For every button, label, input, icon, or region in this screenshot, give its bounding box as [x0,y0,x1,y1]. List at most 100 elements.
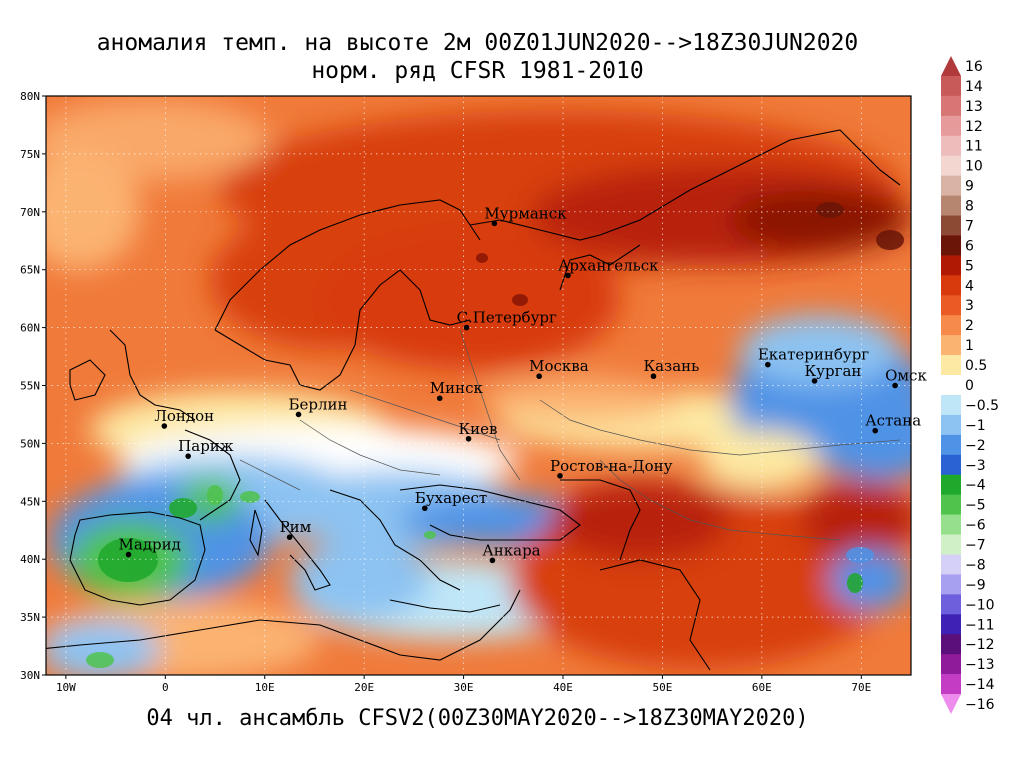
colorbar-label: 7 [965,218,974,234]
lon-tick-label: 20E [354,681,374,694]
city-marker [463,324,470,331]
colorbar-swatch [941,394,961,416]
lat-tick-label: 55N [20,380,40,393]
colorbar-swatch [941,434,961,456]
city-label: Лондон [154,407,214,425]
colorbar-swatch [941,195,961,216]
colorbar-label: 6 [965,238,974,254]
lat-tick-label: 35N [20,611,40,624]
colorbar-swatch [941,335,961,356]
chart-subtitle: норм. ряд CFSR 1981-2010 [311,58,644,84]
city-marker [565,272,571,279]
city-marker [489,557,496,564]
city-marker [465,435,472,442]
grid-lines [46,96,911,675]
lat-tick-label: 30N [20,669,40,682]
colorbar-swatch [941,355,961,376]
city-label: Бухарест [415,489,487,507]
colorbar-label: 13 [965,99,983,115]
city-marker [557,473,563,479]
colorbar-swatch [941,674,961,695]
city-marker [811,378,818,384]
lat-tick-label: 60N [20,322,40,335]
colorbar-label: 1 [965,338,974,354]
city-label: Париж [178,437,234,455]
city-marker [872,427,879,434]
city-label: Курган [805,362,862,380]
colorbar: 16 14 13 12 11 10 9 8 7 6 5 4 3 2 1 0.5 0 −0.5 −1 −2 −3 −4 −5 −… [941,56,999,714]
city-label: Минск [430,379,484,397]
city-label: Рим [280,518,312,536]
colorbar-label: 10 [965,159,983,175]
colorbar-label: −12 [965,637,995,653]
colorbar-label: 0 [965,378,974,394]
city-label: Киев [459,420,498,438]
colorbar-swatch [941,235,961,256]
colorbar-swatch [941,255,961,276]
colorbar-label: −3 [965,458,986,474]
colorbar-bottom-arrow [941,694,961,714]
colorbar-label: −0.5 [965,398,999,414]
colorbar-swatch [941,594,961,615]
colorbar-swatch [941,215,961,236]
city-marker [185,453,191,459]
city-marker [125,551,132,558]
colorbar-label: 4 [965,278,974,294]
colorbar-swatch [941,494,961,515]
colorbar-label: 8 [965,199,974,215]
city-marker [436,395,443,402]
axis-ticks [42,95,862,679]
colorbar-label: −1 [965,418,986,434]
colorbar-label: −4 [965,478,986,494]
city-label: Екатеринбург [758,346,869,364]
colorbar-label: −2 [965,438,986,454]
colorbar-label: 0.5 [965,358,987,374]
colorbar-swatch [941,534,961,555]
colorbar-label: −6 [965,518,986,534]
colorbar-swatch [941,135,961,156]
lat-tick-label: 40N [20,553,40,566]
lon-tick-label: 30E [454,681,474,694]
city-label: С.Петербург [457,309,557,327]
lat-tick-label: 45N [20,495,40,508]
city-label: Москва [529,357,589,375]
latitude-labels: 80N 75N 70N 65N 60N 55N 50N 45N 40N 35N 30N [20,90,40,682]
lat-tick-label: 80N [20,90,40,103]
city-label: Мадрид [119,536,181,554]
colorbar-label: 2 [965,318,974,334]
city-label: Астана [865,412,921,430]
colorbar-label: −11 [965,617,995,633]
colorbar-label: 16 [965,59,983,75]
city-label: Мурманск [484,204,567,222]
coastlines [46,129,901,671]
colorbar-swatch [941,275,961,296]
colorbar-swatch [941,295,961,316]
lat-tick-label: 75N [20,148,40,161]
lon-tick-label: 0 [162,681,169,694]
colorbar-label: −14 [965,677,995,693]
colorbar-swatch [941,514,961,535]
lat-tick-label: 65N [20,264,40,277]
city-label: Омск [885,367,927,385]
city-label: Анкара [482,541,540,559]
colorbar-label: −10 [965,597,995,613]
city-marker [650,373,657,380]
lon-tick-label: 60E [752,681,772,694]
city-marker [892,382,898,389]
lon-tick-label: 10W [56,681,76,694]
colorbar-swatch [941,75,961,97]
colorbar-label: −5 [965,498,986,514]
colorbar-swatch [941,414,961,436]
colorbar-label: −8 [965,557,986,573]
colorbar-label: −7 [965,538,986,554]
city-label: Казань [643,357,699,375]
colorbar-swatch [941,654,961,675]
city-marker [422,505,428,512]
colorbar-swatch [941,474,961,495]
colorbar-label: 12 [965,119,983,135]
colorbar-swatch [941,375,961,396]
city-marker [491,220,498,227]
lon-tick-label: 70E [851,681,871,694]
city-marker [161,423,168,429]
colorbar-label: 9 [965,179,974,195]
